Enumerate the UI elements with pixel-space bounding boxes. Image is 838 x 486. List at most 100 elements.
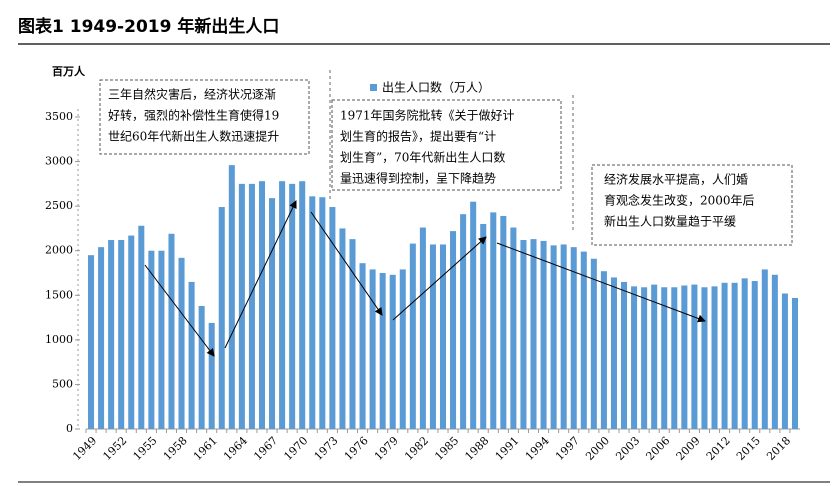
annotation: 好转，强烈的补偿性生育使得19 (108, 108, 279, 123)
bar (178, 257, 185, 429)
x-tick-label: 2000 (583, 434, 612, 463)
x-tick-label: 1982 (402, 434, 431, 463)
bar (108, 240, 115, 429)
x-tick-label: 2006 (643, 434, 672, 463)
annotation-box (99, 79, 310, 155)
bar (520, 240, 527, 429)
bar (701, 287, 708, 429)
bar (540, 240, 547, 429)
bar (168, 233, 175, 429)
bar (228, 165, 235, 429)
bar (289, 183, 296, 429)
y-unit: 百万人 (52, 64, 86, 78)
bar (88, 255, 95, 429)
x-tick-label: 1991 (493, 434, 522, 463)
bar (248, 183, 255, 429)
bar (741, 278, 748, 429)
x-tick-label: 2012 (704, 434, 733, 463)
bar (439, 244, 447, 429)
bar (429, 244, 436, 429)
bar (771, 274, 778, 429)
bar (409, 243, 416, 429)
bar (590, 258, 597, 429)
x-tick-label: 2018 (764, 434, 793, 463)
x-tick-label: 1952 (100, 434, 129, 463)
bar (490, 212, 497, 429)
bar (671, 287, 678, 429)
bar (661, 287, 668, 429)
bar (389, 274, 396, 429)
bar (299, 181, 306, 429)
bar (279, 181, 286, 429)
x-tick-label: 1997 (553, 434, 582, 463)
annotation: 量迅速得到控制，呈下降趋势 (340, 171, 496, 186)
x-tick-label: 1985 (432, 434, 461, 463)
bar (620, 281, 628, 429)
bar (269, 198, 276, 429)
bar (751, 281, 758, 429)
x-tick-label: 1973 (312, 434, 341, 463)
bar (631, 286, 638, 429)
bar (258, 181, 266, 429)
annotation: 划生育的报告》，提出要有“计 (340, 129, 496, 144)
bar (138, 225, 145, 429)
bar (419, 227, 426, 429)
y-tick-label: 2000 (45, 244, 73, 257)
bar (450, 231, 457, 429)
x-tick-label: 1979 (372, 434, 401, 463)
bar (480, 223, 487, 429)
bar (691, 284, 698, 429)
bar (329, 207, 336, 429)
annotation-box (591, 164, 793, 246)
bar (98, 247, 105, 429)
bar (208, 322, 215, 429)
bar (118, 240, 125, 429)
bar (550, 245, 557, 429)
bar (238, 183, 245, 429)
y-tick-label: 2500 (45, 199, 73, 212)
bar (319, 197, 326, 429)
bar (721, 282, 728, 429)
annotation: 划生育”，70年代新出生人口数 (340, 150, 505, 165)
bar (711, 286, 718, 429)
y-tick-label: 500 (52, 377, 73, 390)
bar (399, 269, 406, 429)
x-tick-label: 2009 (674, 434, 703, 463)
legend-swatch (370, 84, 377, 91)
annotation: 育观念发生改变，2000年后 (604, 193, 755, 208)
annotation-box (331, 99, 562, 191)
annotation: 新出生人口数量趋于平缓 (604, 214, 736, 229)
bar (681, 285, 688, 429)
x-tick-label: 1961 (191, 434, 220, 463)
bar (148, 250, 155, 429)
annotation: 世纪60年代新出生人数迅速提升 (108, 129, 279, 144)
legend-label: 出生人口数（万人） (382, 80, 490, 95)
bar (218, 207, 225, 429)
bar (500, 215, 507, 429)
bar (560, 244, 567, 429)
x-tick-label: 1988 (462, 434, 491, 463)
annotation: 1971年国务院批转《关于做好计 (340, 108, 515, 123)
chart-title: 图表1 1949-2019 年新出生人口 (18, 16, 279, 37)
bar (359, 263, 366, 429)
bar (530, 239, 537, 429)
bar (460, 214, 467, 429)
x-tick-label: 1958 (161, 434, 190, 463)
y-tick-label: 1500 (45, 288, 73, 301)
bar (580, 251, 587, 429)
annotation: 三年自然灾害后，经济状况逐渐 (108, 87, 276, 102)
bar (188, 281, 195, 429)
bar (570, 247, 577, 429)
bar (198, 305, 205, 429)
y-tick-label: 0 (66, 422, 73, 435)
bar (470, 201, 477, 429)
bar (610, 277, 617, 429)
bar (128, 235, 135, 429)
x-tick-label: 1970 (281, 434, 310, 463)
y-tick-label: 1000 (45, 333, 73, 346)
y-tick-label: 3500 (45, 110, 73, 123)
bar (600, 271, 607, 429)
bar (731, 282, 738, 429)
bar (510, 227, 517, 429)
